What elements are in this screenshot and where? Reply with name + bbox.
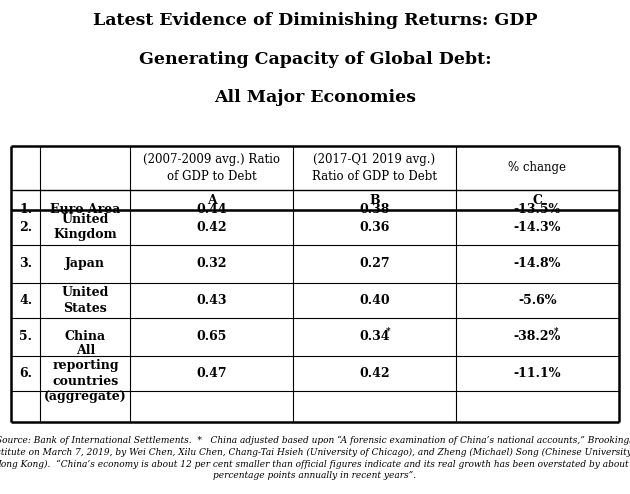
Text: 0.42: 0.42 — [359, 367, 390, 380]
Text: All Major Economies: All Major Economies — [214, 89, 416, 106]
Text: United
Kingdom: United Kingdom — [54, 213, 117, 242]
Text: Source: Bank of International Settlements.  *   China adjusted based upon “A for: Source: Bank of International Settlement… — [0, 436, 630, 480]
Text: Euro Area: Euro Area — [50, 204, 120, 216]
Text: 6.: 6. — [20, 367, 32, 380]
Text: 0.43: 0.43 — [197, 294, 227, 307]
Text: -14.3%: -14.3% — [513, 221, 561, 234]
Text: 0.40: 0.40 — [359, 294, 390, 307]
Text: C: C — [532, 194, 542, 206]
Text: *: * — [554, 327, 558, 335]
Text: 3.: 3. — [20, 257, 32, 270]
Text: -38.2%: -38.2% — [513, 330, 561, 343]
Text: -13.5%: -13.5% — [513, 204, 561, 216]
Text: Generating Capacity of Global Debt:: Generating Capacity of Global Debt: — [139, 51, 491, 68]
Text: -5.6%: -5.6% — [518, 294, 556, 307]
Text: (2007-2009 avg.) Ratio
of GDP to Debt: (2007-2009 avg.) Ratio of GDP to Debt — [143, 153, 280, 183]
Text: 0.42: 0.42 — [197, 221, 227, 234]
Text: B: B — [369, 194, 380, 206]
Text: 0.36: 0.36 — [359, 221, 390, 234]
Text: All
reporting
countries
(aggregate): All reporting countries (aggregate) — [44, 344, 127, 403]
Text: 0.34: 0.34 — [359, 330, 390, 343]
Text: 0.38: 0.38 — [359, 204, 390, 216]
Text: *: * — [386, 327, 391, 335]
Text: -11.1%: -11.1% — [513, 367, 561, 380]
Text: 1.: 1. — [20, 204, 33, 216]
Text: China: China — [65, 330, 106, 343]
Text: 0.65: 0.65 — [197, 330, 227, 343]
Text: 4.: 4. — [20, 294, 33, 307]
Text: 0.32: 0.32 — [197, 257, 227, 270]
Text: United
States: United States — [62, 286, 109, 315]
Text: -14.8%: -14.8% — [513, 257, 561, 270]
Text: Japan: Japan — [66, 257, 105, 270]
Text: A: A — [207, 194, 217, 206]
Text: 0.47: 0.47 — [197, 367, 227, 380]
Text: 5.: 5. — [20, 330, 32, 343]
Text: (2017-Q1 2019 avg.)
Ratio of GDP to Debt: (2017-Q1 2019 avg.) Ratio of GDP to Debt — [312, 153, 437, 183]
Text: Latest Evidence of Diminishing Returns: GDP: Latest Evidence of Diminishing Returns: … — [93, 12, 537, 29]
Text: 0.44: 0.44 — [197, 204, 227, 216]
Text: 0.27: 0.27 — [359, 257, 390, 270]
Text: % change: % change — [508, 162, 566, 174]
Text: 2.: 2. — [20, 221, 33, 234]
